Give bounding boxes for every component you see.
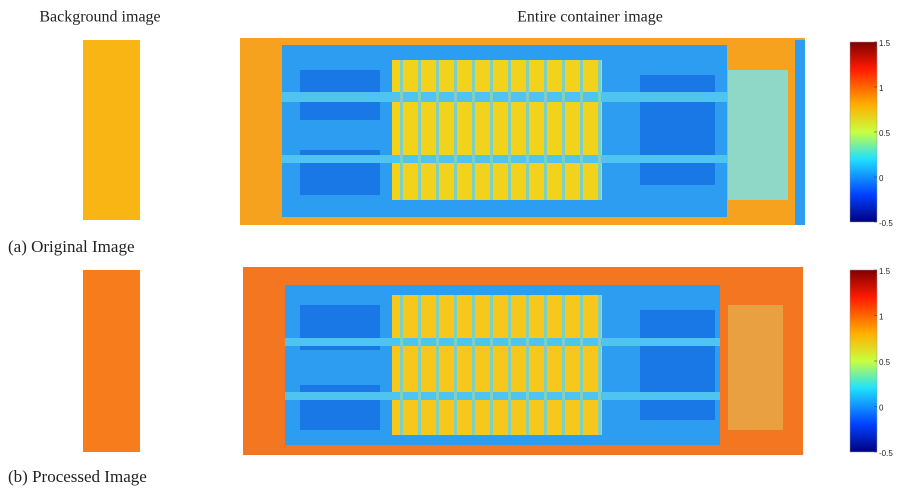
panel-processed: (b) Processed Image	[8, 267, 877, 486]
colorbar-tick-label: 1	[879, 313, 884, 322]
container-cargo	[392, 60, 602, 200]
end-detail	[728, 70, 788, 200]
panel-original: (a) Original Image	[8, 38, 877, 256]
colorbar-tick-label: 0.5	[879, 129, 891, 138]
stripe	[282, 155, 727, 163]
cargo-bar	[508, 295, 511, 435]
cargo-bar	[490, 60, 493, 200]
colorbar-tick-label: 1	[879, 84, 884, 93]
cargo-bar	[400, 295, 403, 435]
blob	[640, 75, 715, 185]
colorbar-tick-label: 1.5	[879, 39, 891, 48]
cargo-bar	[544, 60, 547, 200]
figure: Background image Entire container image …	[0, 0, 899, 491]
colorbar-tick-label: -0.5	[879, 219, 893, 228]
cargo-bar	[454, 295, 457, 435]
colorbar-tick-label: 1.5	[879, 267, 891, 276]
cargo-bar	[490, 295, 493, 435]
blob	[640, 310, 715, 420]
colorbar-tick-label: 0.5	[879, 358, 891, 367]
cargo-bar	[580, 295, 583, 435]
cargo-bar	[454, 60, 457, 200]
colorbar	[850, 270, 877, 452]
cargo-bar	[598, 60, 601, 200]
blob	[300, 385, 380, 430]
caption: (a) Original Image	[8, 237, 135, 256]
cargo-bar	[526, 295, 529, 435]
caption: (b) Processed Image	[8, 467, 147, 486]
cargo-bar	[436, 60, 439, 200]
colorbar-tick-label: 0	[879, 174, 884, 183]
edge	[795, 40, 805, 225]
stripe	[285, 392, 720, 400]
cargo-bar	[418, 295, 421, 435]
background-strip	[83, 40, 140, 220]
cargo-bar	[544, 295, 547, 435]
colorbar	[850, 42, 877, 222]
header-container: Entire container image	[517, 9, 663, 26]
cargo-bar	[580, 60, 583, 200]
cargo-bar	[400, 60, 403, 200]
stripe	[285, 338, 720, 346]
cargo-bar	[472, 60, 475, 200]
cargo-bar	[598, 295, 601, 435]
container-cargo	[392, 295, 602, 435]
cargo-bar	[508, 60, 511, 200]
header-background: Background image	[39, 9, 160, 26]
end-detail	[728, 305, 783, 430]
background-strip	[83, 270, 140, 452]
cargo-bar	[562, 60, 565, 200]
cargo-bar	[472, 295, 475, 435]
cargo-bar	[436, 295, 439, 435]
colorbar-tick-label: -0.5	[879, 449, 893, 458]
cargo-bar	[526, 60, 529, 200]
stripe	[282, 92, 727, 102]
cargo-bar	[562, 295, 565, 435]
cargo-bar	[418, 60, 421, 200]
colorbar-tick-label: 0	[879, 404, 884, 413]
